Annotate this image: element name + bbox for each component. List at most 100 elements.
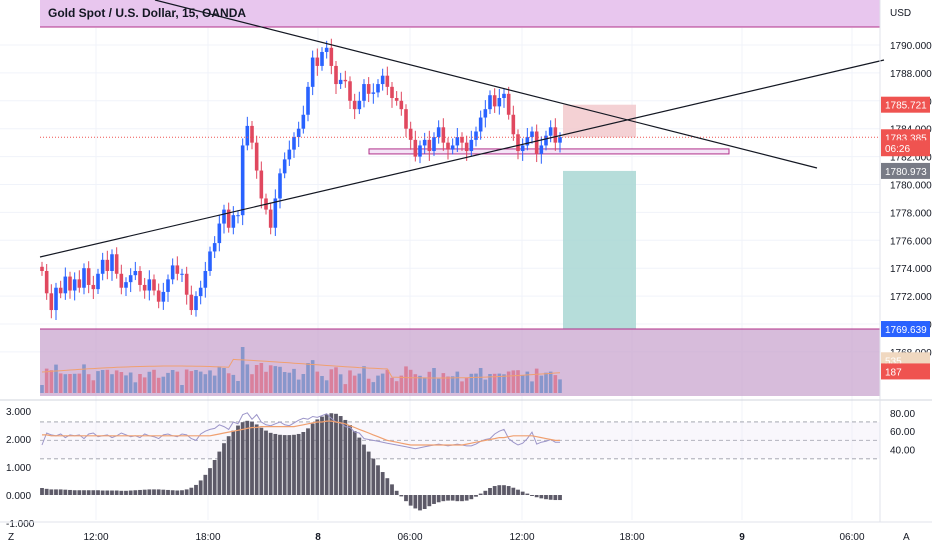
volume-bar [464, 377, 469, 393]
candle-body [380, 75, 385, 85]
macd-bar [310, 423, 315, 495]
volume-bar [287, 372, 292, 393]
candle-body [427, 139, 432, 152]
macd-bar [138, 489, 142, 495]
candle-body [329, 47, 334, 66]
macd-bar [124, 490, 128, 495]
take-profit-zone [563, 170, 636, 330]
volume-bar [539, 375, 544, 393]
candle-body [138, 270, 142, 285]
macd-bar [343, 419, 348, 495]
macd-bar [390, 484, 394, 495]
candle-body [343, 79, 348, 82]
candle-body [469, 139, 474, 152]
macd-bar [40, 488, 44, 495]
macd-bar [226, 436, 231, 495]
candle-body [128, 275, 133, 283]
candle-body [40, 266, 44, 271]
macd-bar [334, 413, 338, 495]
macd-bar [184, 489, 189, 495]
macd-bar [91, 490, 96, 495]
volume-bar [264, 371, 268, 393]
macd-bar [315, 419, 320, 495]
volume-bar [68, 374, 72, 393]
corner-label-left[interactable]: Z [8, 532, 14, 543]
macd-bar [352, 431, 357, 495]
volume-bar [203, 374, 208, 393]
candle-body [310, 57, 315, 87]
candle-body [553, 127, 558, 143]
volume-bar [105, 369, 110, 393]
volume-bar [138, 374, 142, 393]
time-tick-label: 18:00 [195, 532, 220, 543]
candle-body [478, 117, 483, 132]
macd-bar [357, 437, 362, 495]
candle-body [497, 98, 502, 107]
macd-bar [189, 487, 194, 495]
candle-body [422, 139, 427, 146]
candle-body [446, 142, 450, 150]
volume-bar [553, 375, 558, 393]
volume-bar [301, 374, 306, 393]
corner-label-right[interactable]: A [903, 532, 910, 543]
demand-zone-volume [40, 329, 880, 396]
volume-bar [91, 380, 96, 393]
candle-body [278, 173, 282, 199]
candle-body [49, 293, 54, 311]
candle-body [250, 125, 254, 143]
volume-bar [156, 377, 161, 393]
candle-body [502, 93, 506, 99]
macd-bar [44, 488, 49, 495]
candle-body [170, 265, 175, 280]
macd-bar [110, 490, 114, 495]
candle-body [68, 276, 72, 291]
macd-bar [338, 416, 343, 495]
macd-bar [558, 495, 562, 501]
volume-bar [338, 374, 343, 393]
macd-bar [156, 489, 161, 495]
candle-body [492, 95, 497, 107]
volume-bar [54, 364, 58, 393]
macd-bar [292, 434, 296, 495]
macd-bar [180, 490, 184, 495]
macd-bar [483, 490, 488, 495]
candle-body [110, 254, 114, 271]
price-badge [881, 162, 930, 179]
macd-bar [278, 434, 282, 495]
candle-body [133, 270, 138, 276]
candle-body [142, 284, 147, 291]
candle-body [96, 273, 100, 290]
time-tick-label: 8 [315, 532, 321, 543]
volume-bar [189, 371, 194, 393]
candle-body [352, 100, 357, 110]
candle-body [394, 98, 399, 101]
time-tick-label: 06:00 [397, 532, 422, 543]
trendlines[interactable] [39, 0, 885, 258]
candle-body [91, 284, 96, 290]
volume-bar [292, 368, 296, 393]
symbol-title[interactable]: Gold Spot / U.S. Dollar, 15, OANDA [48, 6, 247, 20]
volume-bar [58, 373, 63, 393]
candle-body [530, 131, 534, 138]
candle-body [460, 137, 464, 143]
volume-bar [278, 366, 282, 393]
macd-bar [236, 425, 240, 495]
macd-bar [506, 486, 511, 495]
macd-bar [469, 495, 474, 500]
volume-bar [436, 378, 441, 393]
macd-bar [58, 489, 63, 495]
volume-bar [357, 373, 362, 393]
candle-body [54, 287, 58, 311]
macd-bar [142, 489, 147, 495]
candle-body [212, 243, 217, 252]
candle-body [455, 137, 460, 146]
candle-body [180, 273, 184, 275]
volume-bar [544, 372, 548, 393]
drawing-zones[interactable] [40, 0, 880, 396]
volume-bar [208, 370, 212, 393]
price-tick-label: 1790.000 [890, 41, 932, 52]
macd-bar [231, 430, 236, 495]
macd-bar [240, 422, 245, 495]
